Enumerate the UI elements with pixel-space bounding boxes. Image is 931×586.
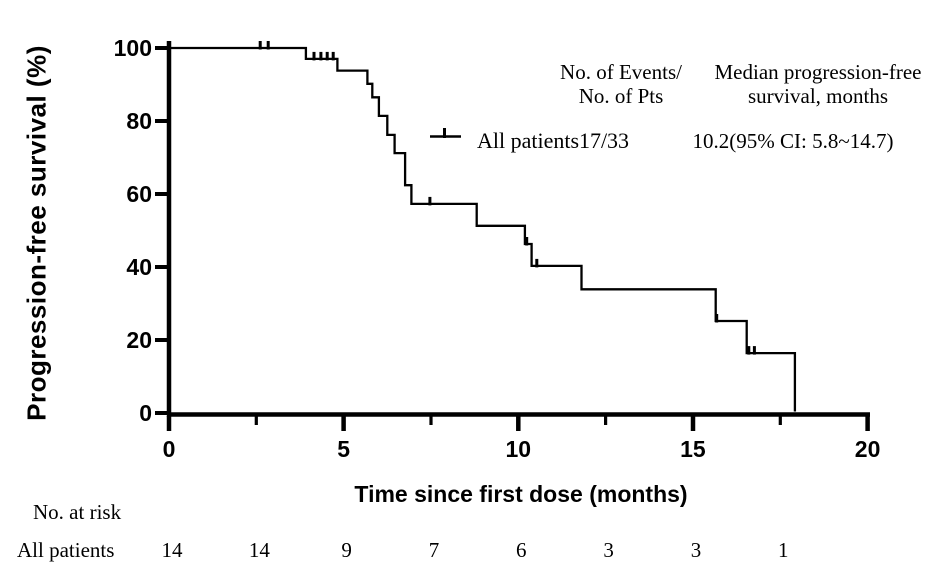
legend-events-header: No. of Events/ No. of Pts [560, 60, 682, 108]
risk-table-row-label: All patients [17, 538, 115, 562]
legend-series-label: All patients [477, 128, 580, 153]
x-tick-label: 0 [162, 436, 176, 462]
risk-count: 3 [690, 538, 702, 562]
legend-events-header-line1: No. of Events/ [560, 60, 682, 84]
legend-median-header-line1: Median progression-free [714, 60, 922, 84]
x-tick-label: 5 [337, 436, 351, 462]
x-axis-title: Time since first dose (months) [354, 481, 688, 507]
x-tick-label: 15 [680, 436, 706, 462]
risk-count: 7 [428, 538, 440, 562]
y-tick-label: 100 [113, 35, 152, 61]
risk-count: 9 [341, 538, 352, 562]
legend-events-header-line2: No. of Pts [578, 84, 664, 108]
x-tick-label: 20 [854, 436, 881, 462]
legend-events-value: 17/33 [578, 128, 630, 153]
y-tick-label: 60 [126, 181, 152, 207]
legend-median-header-line2: survival, months [747, 84, 888, 108]
risk-table-title: No. at risk [33, 500, 122, 524]
y-tick-label: 0 [139, 400, 152, 426]
risk-count: 14 [248, 538, 270, 562]
legend-median-value: 10.2(95% CI: 5.8~14.7) [692, 129, 894, 153]
risk-count: 6 [516, 538, 527, 562]
risk-count: 1 [778, 538, 789, 562]
x-tick-label: 10 [505, 436, 532, 462]
risk-count: 14 [161, 538, 183, 562]
y-tick-label: 80 [126, 108, 152, 134]
y-tick-label: 20 [126, 327, 152, 353]
censor-ticks [258, 41, 756, 355]
legend-median-header: Median progression-free survival, months [714, 60, 921, 108]
km-curve-all-patients [169, 46, 797, 412]
risk-count: 3 [603, 538, 614, 562]
y-axis-title: Progression-free survival (%) [21, 45, 52, 421]
y-tick-label: 40 [126, 254, 152, 280]
legend-series-symbol [430, 128, 461, 138]
